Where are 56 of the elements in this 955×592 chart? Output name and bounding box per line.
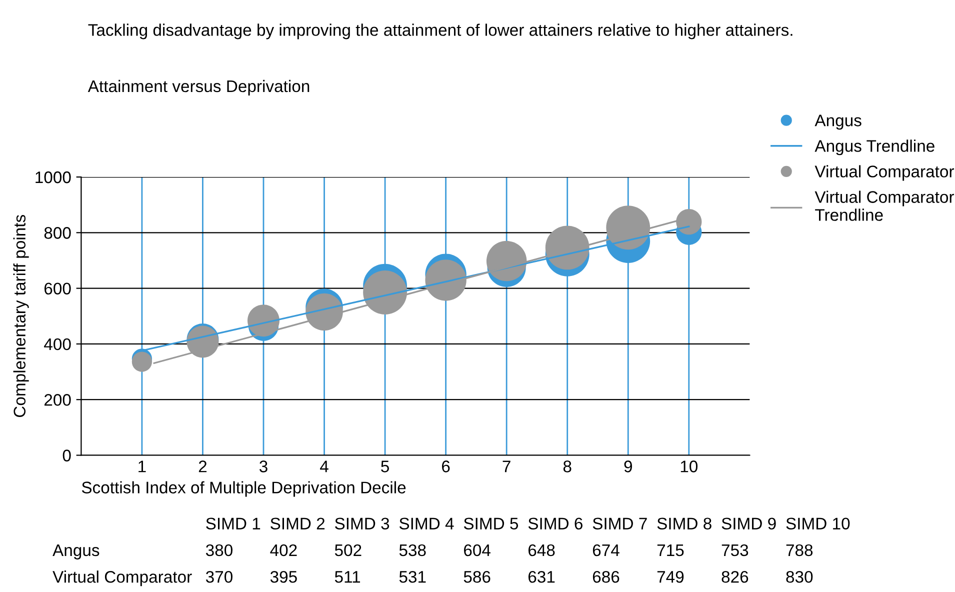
text: 753 — [722, 544, 748, 556]
text: 370 — [206, 570, 232, 583]
text: SIMD 1 — [206, 518, 260, 530]
text: Angus — [52, 544, 100, 560]
text: SIMD 7 — [592, 518, 647, 530]
text: 686 — [592, 570, 620, 583]
y-tick-label: 600 — [44, 282, 71, 295]
x-tick-label: 7 — [502, 460, 510, 472]
y-tick-label: 0 — [62, 450, 71, 462]
text: 511 — [334, 571, 360, 583]
text: 380 — [206, 544, 232, 556]
text: 538 — [399, 544, 426, 556]
text: SIMD 3 — [335, 518, 390, 530]
x-tick-label: 1 — [138, 460, 146, 472]
text: SIMD 2 — [270, 518, 325, 530]
text: 788 — [786, 544, 813, 556]
chart-subtitle: Attainment versus Deprivation — [88, 80, 310, 96]
text: 631 — [528, 570, 555, 583]
x-tick-label: 6 — [442, 460, 450, 472]
legend-label: Virtual Comparator Trendline — [814, 190, 954, 221]
chart-title: Tackling disadvantage by improving the attainment of lower attainers relative to higher attainers. — [88, 24, 792, 40]
x-tick-label: 8 — [563, 460, 572, 472]
x-axis-title: Scottish Index of Multiple Deprivation Decile — [82, 481, 406, 497]
x-tick-label: 3 — [259, 460, 268, 472]
text: 826 — [722, 570, 748, 583]
y-tick-label: 200 — [44, 394, 71, 406]
text: 531 — [399, 570, 426, 583]
y-tick-label: 800 — [44, 227, 71, 239]
x-tick-label: 9 — [624, 460, 632, 472]
x-tick-label: 5 — [381, 460, 389, 472]
text: SIMD 4 — [399, 518, 454, 530]
legend-label: Angus — [814, 114, 862, 130]
text: 715 — [657, 544, 684, 556]
text: SIMD 8 — [657, 518, 712, 530]
legend-label: Virtual Comparator — [814, 165, 954, 181]
y-tick-label: 400 — [44, 338, 71, 350]
text: Virtual Comparator — [52, 570, 192, 586]
x-tick-label: 10 — [680, 460, 698, 472]
text: 674 — [592, 544, 620, 556]
text: 395 — [270, 570, 297, 583]
text: SIMD 6 — [528, 518, 582, 530]
text: 502 — [334, 544, 362, 556]
text: SIMD 10 — [786, 518, 850, 530]
text: 586 — [464, 570, 490, 583]
text: 402 — [270, 544, 297, 556]
y-axis-title: Complementary tariff points — [13, 214, 29, 418]
x-tick-label: 4 — [320, 460, 328, 472]
text: SIMD 9 — [722, 518, 776, 530]
text: 830 — [786, 570, 813, 583]
text: 604 — [464, 544, 490, 556]
y-tick-label: 1000 — [36, 171, 71, 184]
text: SIMD 5 — [464, 518, 518, 530]
x-tick-label: 2 — [198, 460, 207, 472]
text: 648 — [528, 544, 555, 556]
legend-label: Angus Trendline — [814, 140, 934, 156]
text: 749 — [657, 570, 684, 583]
